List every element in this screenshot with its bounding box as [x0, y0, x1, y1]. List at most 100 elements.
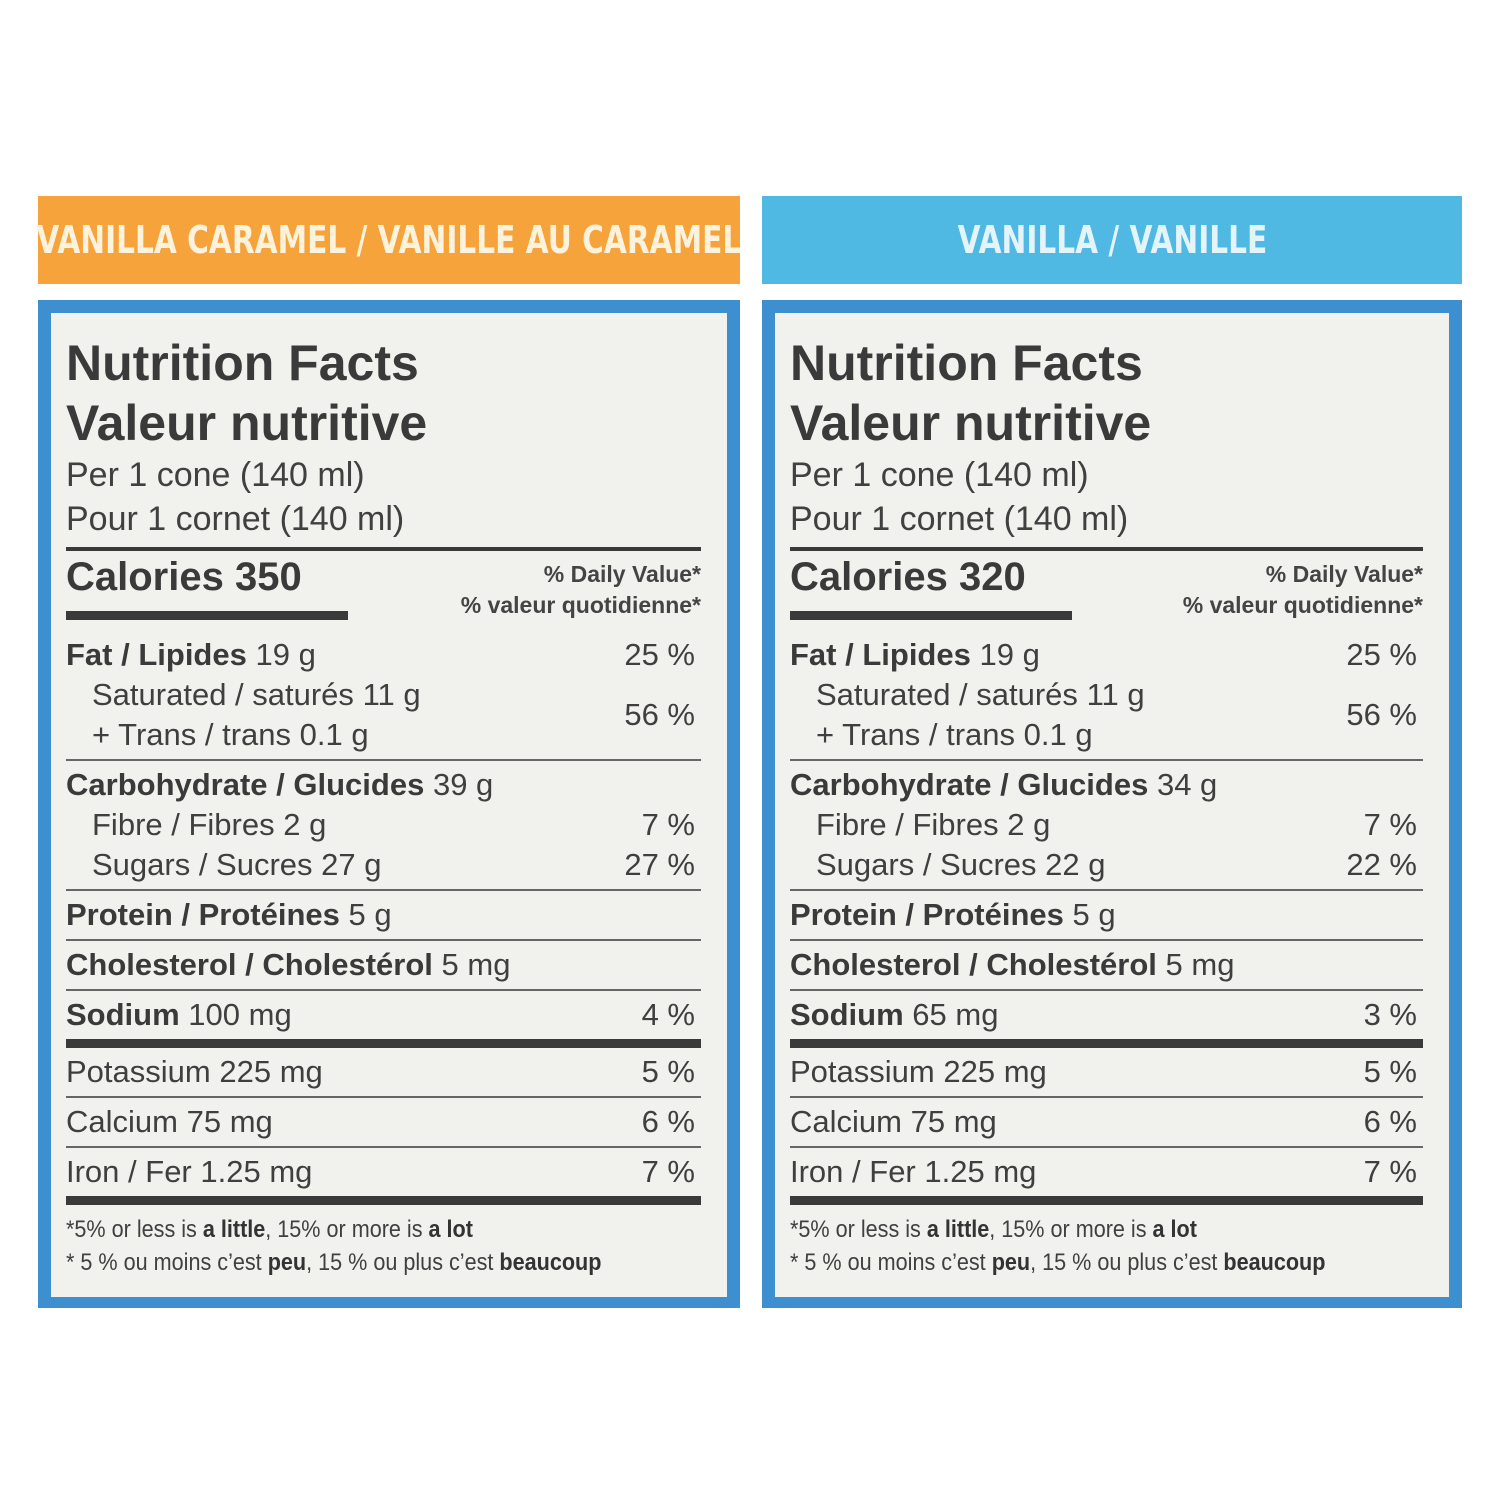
daily-value-header: % Daily Value* % valeur quotidienne*	[461, 559, 701, 621]
flavor-banner-vanilla: VANILLA / VANILLE	[762, 196, 1462, 284]
protein-value: 5 g	[348, 897, 392, 932]
potassium-label: Potassium	[66, 1054, 211, 1089]
fibre-row: Fibre / Fibres 2 g 7 %	[790, 805, 1423, 845]
footnote-emphasis: beaucoup	[499, 1249, 602, 1276]
divider-heavy	[790, 1039, 1423, 1048]
cholesterol-label: Cholesterol / Cholestérol	[790, 947, 1157, 982]
title-en: Nutrition Facts	[66, 335, 419, 391]
footnote-en: *5% or less is a little, 15% or more is …	[790, 1213, 1360, 1246]
potassium-pct: 5 %	[641, 1054, 695, 1089]
flavor-title: VANILLA CARAMEL / VANILLE AU CARAMEL	[36, 218, 742, 262]
carb-value: 39 g	[432, 767, 494, 802]
divider	[790, 1146, 1423, 1148]
protein-label: Protein / Protéines	[66, 897, 340, 932]
protein-label: Protein / Protéines	[790, 897, 1064, 932]
fibre-label: Fibre / Fibres	[92, 807, 275, 842]
dv-en: % Daily Value*	[543, 561, 701, 587]
calcium-label: Calcium	[66, 1104, 178, 1139]
title-fr: Valeur nutritive	[66, 395, 428, 451]
iron-row: Iron / Fer 1.25 mg 7 %	[66, 1152, 701, 1192]
cholesterol-value: 5 mg	[441, 947, 511, 982]
calcium-pct: 6 %	[1363, 1104, 1417, 1139]
fat-value: 19 g	[255, 637, 316, 672]
divider	[790, 989, 1423, 991]
protein-row: Protein / Protéines 5 g	[66, 895, 701, 935]
sugars-label: Sugars / Sucres	[92, 847, 313, 882]
carb-block: Carbohydrate / Glucides 34 g Fibre / Fib…	[790, 761, 1423, 889]
footnote-emphasis: peu	[267, 1249, 307, 1276]
footnote-emphasis: a lot	[428, 1216, 473, 1243]
potassium-value: 225 mg	[219, 1054, 323, 1089]
footnote-text: *5% or less is	[66, 1216, 203, 1243]
sodium-block: Sodium 65 mg 3 %	[790, 991, 1423, 1039]
cholesterol-value: 5 mg	[1165, 947, 1235, 982]
iron-block: Iron / Fer 1.25 mg 7 %	[66, 1148, 701, 1196]
potassium-row: Potassium 225 mg 5 %	[66, 1052, 701, 1092]
cholesterol-block: Cholesterol / Cholestérol 5 mg	[790, 941, 1423, 989]
footnote-emphasis: a little	[926, 1216, 990, 1243]
iron-value: 1.25 mg	[200, 1154, 313, 1189]
calcium-value: 75 mg	[186, 1104, 273, 1139]
footnote-emphasis: beaucoup	[1223, 1249, 1326, 1276]
fibre-pct: 7 %	[641, 807, 695, 842]
fat-block: Fat / Lipides 19 g 25 % Saturated / satur…	[66, 631, 701, 759]
divider	[790, 759, 1423, 761]
title-fr: Valeur nutritive	[790, 395, 1152, 451]
serving-en: Per 1 cone (140 ml)	[66, 456, 365, 494]
calories: Calories 350	[66, 555, 302, 599]
divider	[790, 889, 1423, 891]
iron-label: Iron / Fer	[790, 1154, 916, 1189]
divider	[790, 1096, 1423, 1098]
calories-bar	[66, 611, 348, 620]
iron-value: 1.25 mg	[924, 1154, 1037, 1189]
saturated-value: 11 g	[362, 677, 421, 712]
sodium-label: Sodium	[790, 997, 904, 1032]
protein-block: Protein / Protéines 5 g	[790, 891, 1423, 939]
daily-value-header: % Daily Value* % valeur quotidienne*	[1183, 559, 1423, 621]
trans-row: + Trans / trans 0.1 g	[66, 715, 701, 755]
saturated-row: Saturated / saturés 11 g	[790, 675, 1423, 715]
divider	[66, 1096, 701, 1098]
flavor-title: VANILLA / VANILLE	[957, 218, 1267, 262]
protein-block: Protein / Protéines 5 g	[66, 891, 701, 939]
saturated-label: Saturated / saturés	[816, 677, 1078, 712]
sat-trans-pct: 56 %	[624, 697, 695, 732]
fibre-label: Fibre / Fibres	[816, 807, 999, 842]
saturated-row: Saturated / saturés 11 g	[66, 675, 701, 715]
dv-fr: % valeur quotidienne*	[1182, 592, 1423, 618]
carb-row: Carbohydrate / Glucides 39 g	[66, 765, 701, 805]
divider	[66, 1146, 701, 1148]
potassium-block: Potassium 225 mg 5 %	[790, 1048, 1423, 1096]
footnote-text: , 15% or more is	[989, 1216, 1153, 1243]
calories-bar	[790, 611, 1072, 620]
sodium-row: Sodium 65 mg 3 %	[790, 995, 1423, 1035]
fibre-value: 2 g	[283, 807, 327, 842]
fibre-value: 2 g	[1007, 807, 1051, 842]
nutrition-panel-vanilla: Nutrition Facts Valeur nutritive Per 1 c…	[762, 300, 1462, 1308]
sodium-pct: 3 %	[1363, 997, 1417, 1032]
calcium-row: Calcium 75 mg 6 %	[790, 1102, 1423, 1142]
footnote-text: * 5 % ou moins c’est	[66, 1249, 268, 1276]
sodium-value: 65 mg	[912, 997, 999, 1032]
divider	[66, 547, 701, 551]
sat-trans-pct: 56 %	[1346, 697, 1417, 732]
calcium-value: 75 mg	[910, 1104, 997, 1139]
trans-row: + Trans / trans 0.1 g	[790, 715, 1423, 755]
trans-value: 0.1 g	[1023, 717, 1093, 752]
trans-label: + Trans / trans	[92, 717, 292, 752]
protein-value: 5 g	[1072, 897, 1116, 932]
calcium-block: Calcium 75 mg 6 %	[790, 1098, 1423, 1146]
fat-block: Fat / Lipides 19 g 25 % Saturated / satur…	[790, 631, 1423, 759]
cholesterol-label: Cholesterol / Cholestérol	[66, 947, 433, 982]
saturated-value: 11 g	[1086, 677, 1145, 712]
footnote-text: , 15 % ou plus c’est	[306, 1249, 500, 1276]
footnote-fr: * 5 % ou moins c’est peu, 15 % ou plus c…	[66, 1246, 638, 1279]
footnote-emphasis: a lot	[1152, 1216, 1197, 1243]
fat-pct: 25 %	[624, 637, 695, 672]
divider-heavy	[790, 1196, 1423, 1205]
carb-label: Carbohydrate / Glucides	[66, 767, 425, 802]
potassium-row: Potassium 225 mg 5 %	[790, 1052, 1423, 1092]
fibre-pct: 7 %	[1363, 807, 1417, 842]
calories-row: Calories 350 % Daily Value* % valeur quo…	[66, 551, 701, 631]
fibre-row: Fibre / Fibres 2 g 7 %	[66, 805, 701, 845]
